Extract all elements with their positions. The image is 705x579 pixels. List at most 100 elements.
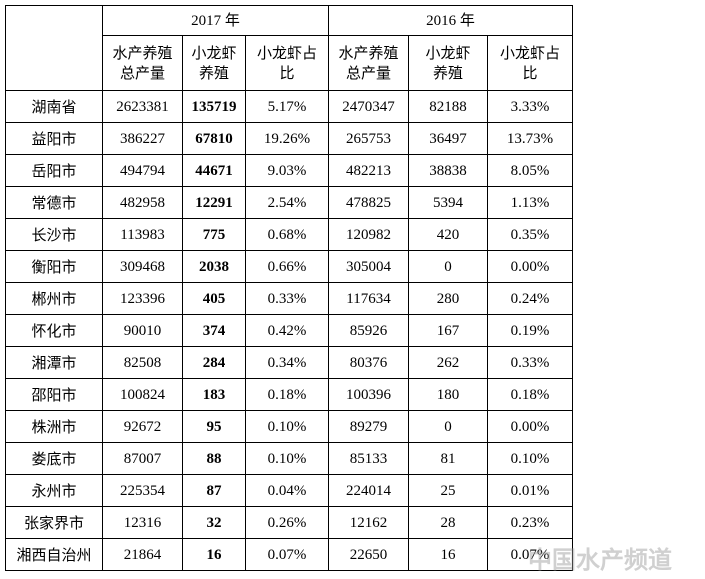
value-cell: 81 [408,442,488,475]
value-cell: 32 [182,506,246,539]
value-cell: 44671 [182,154,246,187]
watermark: 中国水产频道 [528,546,672,574]
value-cell: 3.33% [487,90,573,123]
value-cell: 88 [182,442,246,475]
value-cell: 2.54% [245,186,329,219]
value-cell: 2470347 [328,90,409,123]
value-cell: 8.05% [487,154,573,187]
value-cell: 2623381 [102,90,183,123]
value-cell: 12162 [328,506,409,539]
value-cell: 224014 [328,474,409,507]
value-cell: 0 [408,250,488,283]
value-cell: 38838 [408,154,488,187]
value-cell: 92672 [102,410,183,443]
region-cell: 益阳市 [5,122,103,155]
value-cell: 21864 [102,538,183,571]
region-cell: 永州市 [5,474,103,507]
value-cell: 25 [408,474,488,507]
value-cell: 0.07% [487,538,573,571]
value-cell: 85926 [328,314,409,347]
subheader-row: 水产养殖 总产量 小龙虾 养殖 小龙虾占比水产养殖 总产量 小龙虾 养殖 小龙虾占比 [6,35,573,91]
region-cell: 怀化市 [5,314,103,347]
value-cell: 478825 [328,186,409,219]
year-header: 2016 年 [328,5,573,36]
value-cell: 167 [408,314,488,347]
value-cell: 0.33% [487,346,573,379]
data-row: 湖南省 2623381 135719 5.17% 2470347 82188 3.33% [5,90,573,123]
value-cell: 120982 [328,218,409,251]
value-cell: 5394 [408,186,488,219]
value-cell: 225354 [102,474,183,507]
value-cell: 5.17% [245,90,329,123]
header-line: 养殖 [432,64,463,82]
value-cell: 0.68% [245,218,329,251]
header-line: 小龙虾 [191,44,237,62]
header-line: 水产养殖 [112,44,173,62]
value-cell: 0.10% [487,442,573,475]
value-cell: 113983 [102,218,183,251]
value-cell: 0.10% [245,410,329,443]
value-cell: 0.00% [487,410,573,443]
value-cell: 19.26% [245,122,329,155]
region-cell: 湖南省 [5,90,103,123]
value-cell: 262 [408,346,488,379]
value-cell: 123396 [102,282,183,315]
value-cell: 309468 [102,250,183,283]
value-cell: 0.66% [245,250,329,283]
value-cell: 16 [182,538,246,571]
value-cell: 28 [408,506,488,539]
value-cell: 87007 [102,442,183,475]
data-row: 娄底市 87007 88 0.10% 85133 81 0.10% [5,442,573,475]
column-header: 水产养殖 总产量 [328,35,409,91]
value-cell: 0.01% [487,474,573,507]
data-row: 衡阳市 309468 2038 0.66% 305004 0 0.00% [5,250,573,283]
header-line: 比 [279,64,295,82]
value-cell: 183 [182,378,246,411]
value-cell: 420 [408,218,488,251]
data-row: 邵阳市 100824 183 0.18% 100396 180 0.18% [5,378,573,411]
region-cell: 张家界市 [5,506,103,539]
value-cell: 0.23% [487,506,573,539]
value-cell: 265753 [328,122,409,155]
region-cell: 湘潭市 [5,346,103,379]
value-cell: 386227 [102,122,183,155]
year-header: 2017 年 [102,5,329,36]
header-line: 总产量 [345,64,391,82]
data-row: 株洲市 92672 95 0.10% 89279 0 0.00% [5,410,573,443]
value-cell: 100396 [328,378,409,411]
value-cell: 90010 [102,314,183,347]
header-line: 养殖 [198,64,229,82]
value-cell: 22650 [328,538,409,571]
data-row: 怀化市 90010 374 0.42% 85926 167 0.19% [5,314,573,347]
value-cell: 117634 [328,282,409,315]
data-row: 湘潭市 82508 284 0.34% 80376 262 0.33% [5,346,573,379]
value-cell: 482958 [102,186,183,219]
data-row: 岳阳市 494794 44671 9.03% 482213 38838 8.05% [5,154,573,187]
column-header: 小龙虾 养殖 [408,35,488,91]
value-cell: 36497 [408,122,488,155]
value-cell: 135719 [182,90,246,123]
value-cell: 0.26% [245,506,329,539]
value-cell: 180 [408,378,488,411]
value-cell: 0 [408,410,488,443]
data-row: 张家界市 12316 32 0.26% 12162 28 0.23% [5,506,573,539]
value-cell: 16 [408,538,488,571]
column-header: 小龙虾 养殖 [182,35,246,91]
data-table: 2017 年 2016 年水产养殖 总产量 小龙虾 养殖 小龙虾占比水产养殖 总产量 小龙虾养… [5,5,573,571]
value-cell: 280 [408,282,488,315]
value-cell: 0.18% [245,378,329,411]
value-cell: 0.04% [245,474,329,507]
header-line: 小龙虾 [425,44,471,62]
region-cell: 娄底市 [5,442,103,475]
value-cell: 0.18% [487,378,573,411]
value-cell: 405 [182,282,246,315]
value-cell: 0.00% [487,250,573,283]
header-line: 小龙虾占 [256,44,317,62]
data-row: 益阳市 386227 67810 19.26% 265753 36497 13.73% [5,122,573,155]
value-cell: 374 [182,314,246,347]
header-row: 2017 年 2016 年 [5,5,573,91]
value-cell: 0.34% [245,346,329,379]
region-cell: 株洲市 [5,410,103,443]
value-cell: 100824 [102,378,183,411]
value-cell: 87 [182,474,246,507]
